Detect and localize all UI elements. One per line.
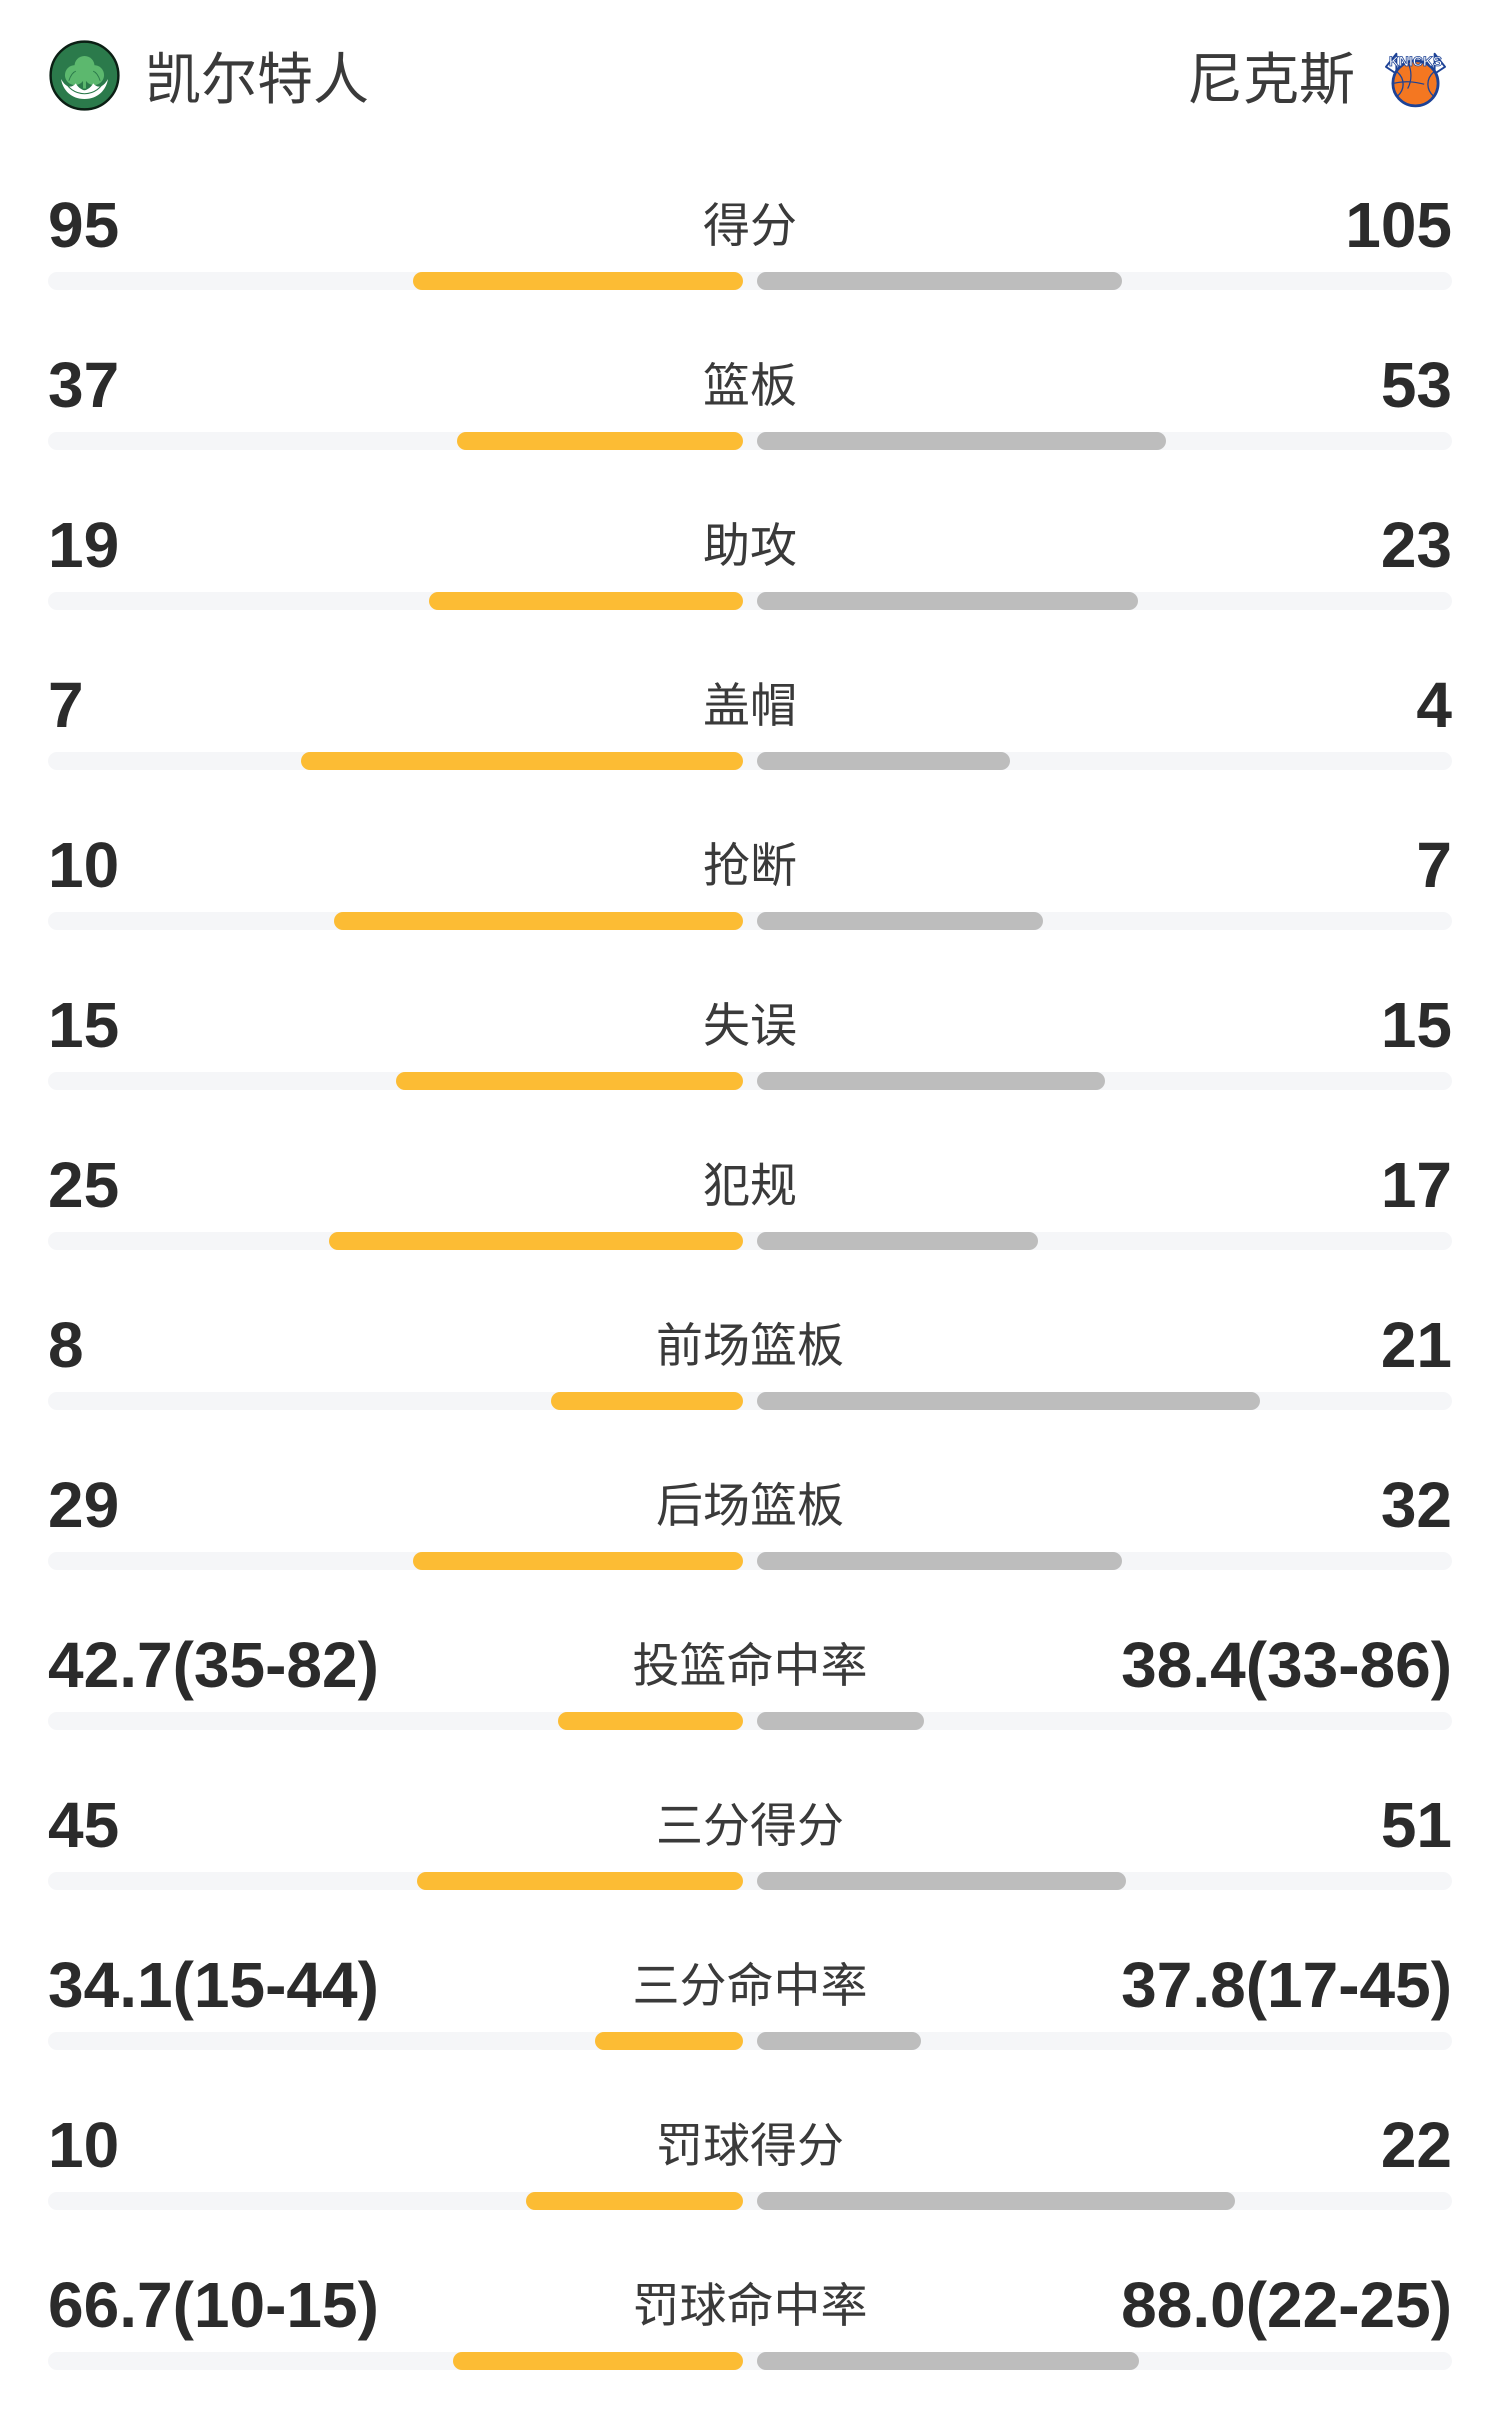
svg-text:KNICKS: KNICKS: [1389, 52, 1442, 68]
